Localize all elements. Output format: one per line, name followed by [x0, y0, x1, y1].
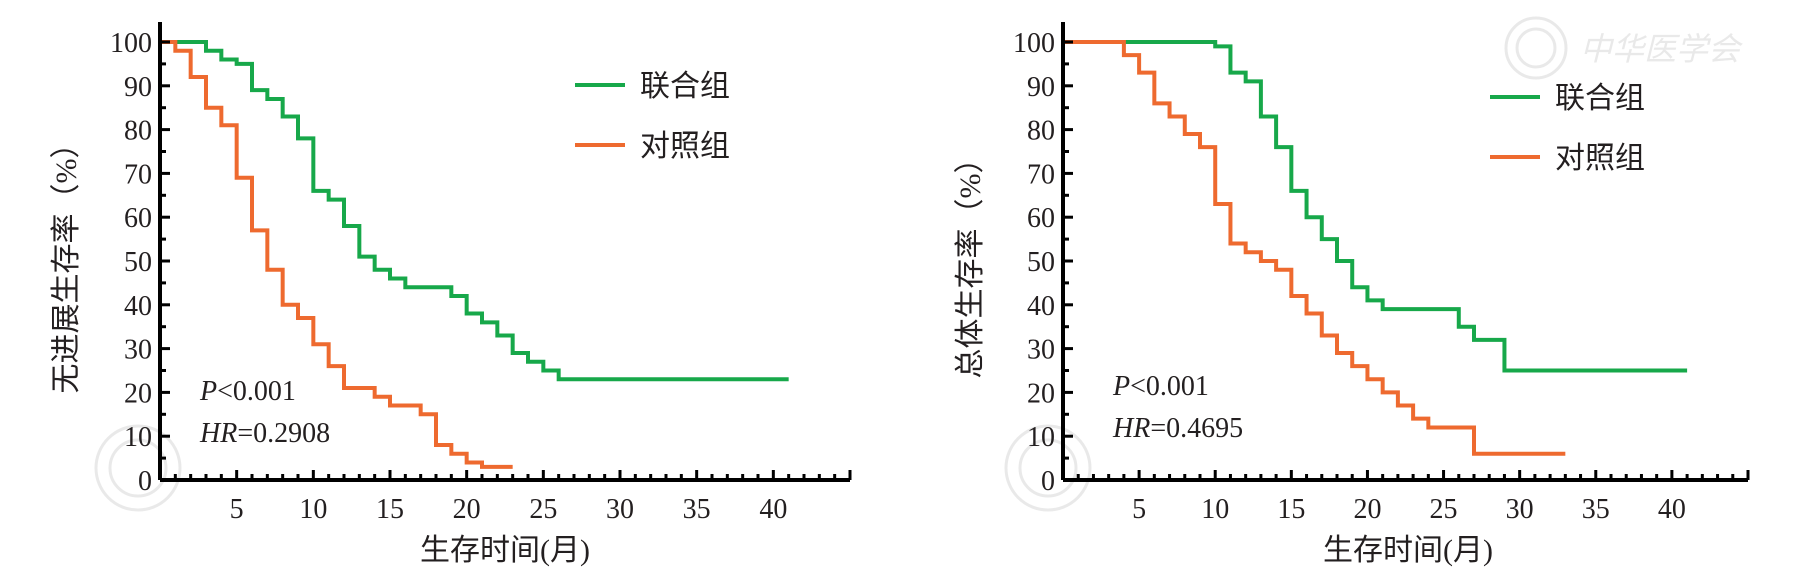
legend-label: 对照组: [640, 130, 730, 163]
y-tick-label: 0: [1041, 466, 1055, 497]
y-tick-label: 60: [1027, 203, 1055, 234]
x-tick-label: 25: [1430, 494, 1458, 525]
chart-panel-pfs: 0 10 20 30 40 50 60 70 80 90 100 5 10 15 20 25 30 35 40 生存时…: [50, 22, 852, 567]
hazard-ratio-annotation: HR=0.2908: [199, 418, 330, 449]
x-tick-label: 40: [759, 494, 787, 525]
p-value-annotation: P<0.001: [1112, 371, 1209, 402]
series-line-combination: [1063, 40, 1688, 373]
y-tick-label: 90: [124, 72, 152, 103]
y-tick-label: 40: [124, 291, 152, 322]
x-tick-label: 25: [529, 494, 557, 525]
x-tick-label: 35: [683, 494, 711, 525]
x-tick-label: 40: [1658, 494, 1686, 525]
y-tick-label: 20: [1027, 378, 1055, 409]
y-tick-label: 20: [124, 378, 152, 409]
y-tick-label: 100: [110, 28, 152, 59]
y-tick-label: 50: [1027, 247, 1055, 278]
x-tick-label: 15: [376, 494, 404, 525]
y-tick-label: 60: [124, 203, 152, 234]
series-line-combination: [160, 40, 789, 382]
x-tick-label: 30: [606, 494, 634, 525]
x-tick-label: 20: [453, 494, 481, 525]
legend-label: 联合组: [1555, 82, 1645, 115]
x-tick-label: 30: [1506, 494, 1534, 525]
chart-panel-os: 0 10 20 30 40 50 60 70 80 90 100 5 10 15 20 25 30 35 40 生存时…: [954, 22, 1750, 567]
legend-label: 联合组: [640, 70, 730, 103]
y-tick-label: 10: [124, 422, 152, 453]
x-tick-label: 35: [1582, 494, 1610, 525]
y-tick-label: 10: [1027, 422, 1055, 453]
series-line-control: [1063, 40, 1566, 456]
x-tick-label: 5: [230, 494, 244, 525]
y-tick-label: 70: [124, 159, 152, 190]
series-line-control: [160, 40, 513, 469]
y-tick-label: 70: [1027, 159, 1055, 190]
y-axis-title: 总体生存率（%）: [954, 144, 987, 379]
x-tick-label: 10: [1201, 494, 1229, 525]
y-tick-label: 80: [1027, 116, 1055, 147]
y-tick-label: 30: [124, 335, 152, 366]
hazard-ratio-annotation: HR=0.4695: [1112, 413, 1243, 444]
legend-label: 对照组: [1555, 142, 1645, 175]
x-axis-title: 生存时间(月): [420, 534, 590, 567]
y-axis-title: 无进展生存率（%）: [50, 129, 83, 394]
y-tick-label: 30: [1027, 335, 1055, 366]
y-tick-label: 0: [138, 466, 152, 497]
x-tick-label: 10: [299, 494, 327, 525]
y-tick-label: 80: [124, 116, 152, 147]
p-value-annotation: P<0.001: [199, 376, 296, 407]
y-tick-label: 40: [1027, 291, 1055, 322]
y-tick-label: 100: [1013, 28, 1055, 59]
y-tick-label: 50: [124, 247, 152, 278]
x-axis-title: 生存时间(月): [1323, 534, 1493, 567]
y-tick-label: 90: [1027, 72, 1055, 103]
x-tick-label: 15: [1277, 494, 1305, 525]
x-tick-label: 20: [1353, 494, 1381, 525]
chinese-medical-association-seal-icon: [94, 16, 1568, 512]
x-tick-label: 5: [1132, 494, 1146, 525]
watermark-signature: 中华医学会: [1580, 31, 1743, 67]
